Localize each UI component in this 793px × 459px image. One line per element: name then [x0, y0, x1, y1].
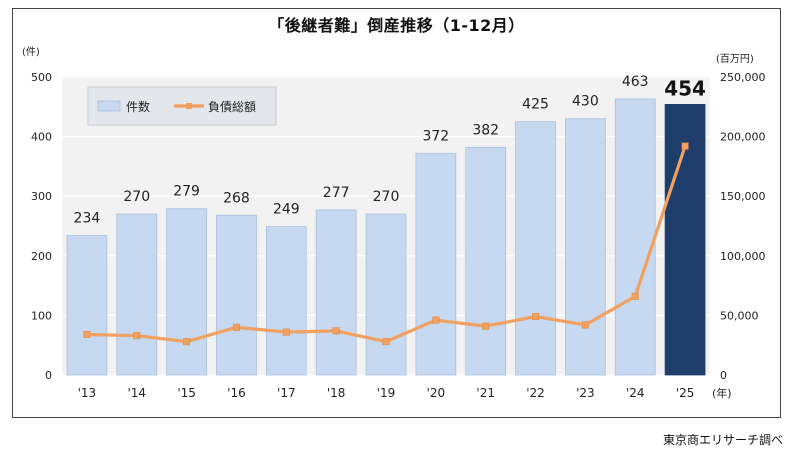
line-point [332, 327, 340, 335]
x-tick-label: '18 [327, 386, 346, 400]
legend-swatch-bar [97, 100, 121, 112]
line-point [282, 328, 290, 336]
x-tick-label: '20 [427, 386, 446, 400]
x-unit: (年) [712, 386, 732, 400]
y-left-tick-label: 200 [31, 250, 52, 263]
line-point [133, 332, 141, 340]
x-tick-label: '19 [377, 386, 396, 400]
axes: 0 100 200 300 400 500 0 50,000 100,000 150,000 200… [22, 46, 766, 400]
legend-label-line: 負債総額 [208, 99, 256, 114]
bar [515, 121, 556, 376]
line-point [681, 142, 689, 150]
bar [265, 226, 307, 376]
line-point [382, 338, 390, 346]
y-left-tick-label: 100 [31, 309, 52, 322]
bar [116, 213, 158, 376]
y-left-tick-label: 300 [31, 190, 52, 203]
bar-value-label: 430 [572, 94, 599, 110]
y-right-tick-label: 100,000 [720, 250, 766, 263]
y-right-unit: (百万円) [716, 53, 754, 65]
bar-value-label: 463 [622, 74, 649, 90]
y-left-tick-label: 400 [31, 131, 52, 144]
bar [166, 208, 207, 376]
legend-swatch-marker [186, 103, 192, 109]
x-tick-label: '23 [576, 386, 595, 400]
x-tick-label: '22 [526, 386, 545, 400]
bar [315, 209, 357, 376]
bar-value-label: 372 [422, 128, 449, 144]
bar-value-label: 270 [373, 189, 400, 205]
bar [465, 146, 507, 376]
line-point [482, 322, 490, 330]
x-tick-label: '15 [177, 386, 196, 400]
bar [415, 152, 457, 376]
x-tick-label: '25 [676, 386, 695, 400]
x-tick-label: '13 [78, 386, 97, 400]
x-tick-label: '17 [277, 386, 296, 400]
chart-title: 「後継者難」倒産推移（1-12月） [268, 16, 525, 35]
bar [614, 98, 656, 376]
bar [565, 118, 606, 376]
legend-label-bar: 件数 [126, 99, 150, 114]
y-left-tick-label: 500 [31, 71, 52, 84]
line-point [631, 292, 639, 300]
bar-value-label: 270 [123, 189, 150, 205]
y-left-unit: (件) [22, 46, 40, 58]
line-point [232, 323, 240, 331]
legend: 件数 負債総額 [87, 86, 277, 126]
bar-value-label: 268 [223, 190, 250, 206]
bar-value-label: 234 [74, 211, 101, 227]
line-point [581, 321, 589, 329]
source-note: 東京商エリサーチ調べ [662, 433, 783, 447]
y-right-tick-label: 250,000 [720, 71, 766, 84]
y-right-tick-label: 50,000 [720, 309, 759, 322]
bar-value-label: 382 [472, 122, 499, 138]
data-labels: 234 270 279 268 249 277 270 372 382 425 430 463 454 [74, 74, 706, 226]
y-left-tick-label: 0 [45, 369, 52, 382]
bar-value-label: 277 [323, 185, 350, 201]
x-tick-label: '21 [476, 386, 495, 400]
x-tick-label: '16 [227, 386, 246, 400]
bar [216, 214, 257, 376]
bar-value-label: 454 [664, 76, 706, 100]
line-point [183, 338, 191, 346]
line-point [83, 330, 91, 338]
bar-value-label: 279 [173, 184, 200, 200]
bar-value-label: 249 [273, 202, 300, 218]
bar-value-label: 425 [522, 97, 549, 113]
y-right-tick-label: 150,000 [720, 190, 766, 203]
bar [66, 235, 108, 376]
bar [365, 213, 407, 376]
line-point [532, 313, 540, 321]
y-right-tick-label: 0 [720, 369, 727, 382]
bar-series [66, 98, 706, 376]
line-point [432, 316, 440, 324]
line-series [83, 142, 689, 346]
x-tick-label: '14 [127, 386, 146, 400]
y-right-tick-label: 200,000 [720, 131, 766, 144]
x-tick-label: '24 [626, 386, 645, 400]
